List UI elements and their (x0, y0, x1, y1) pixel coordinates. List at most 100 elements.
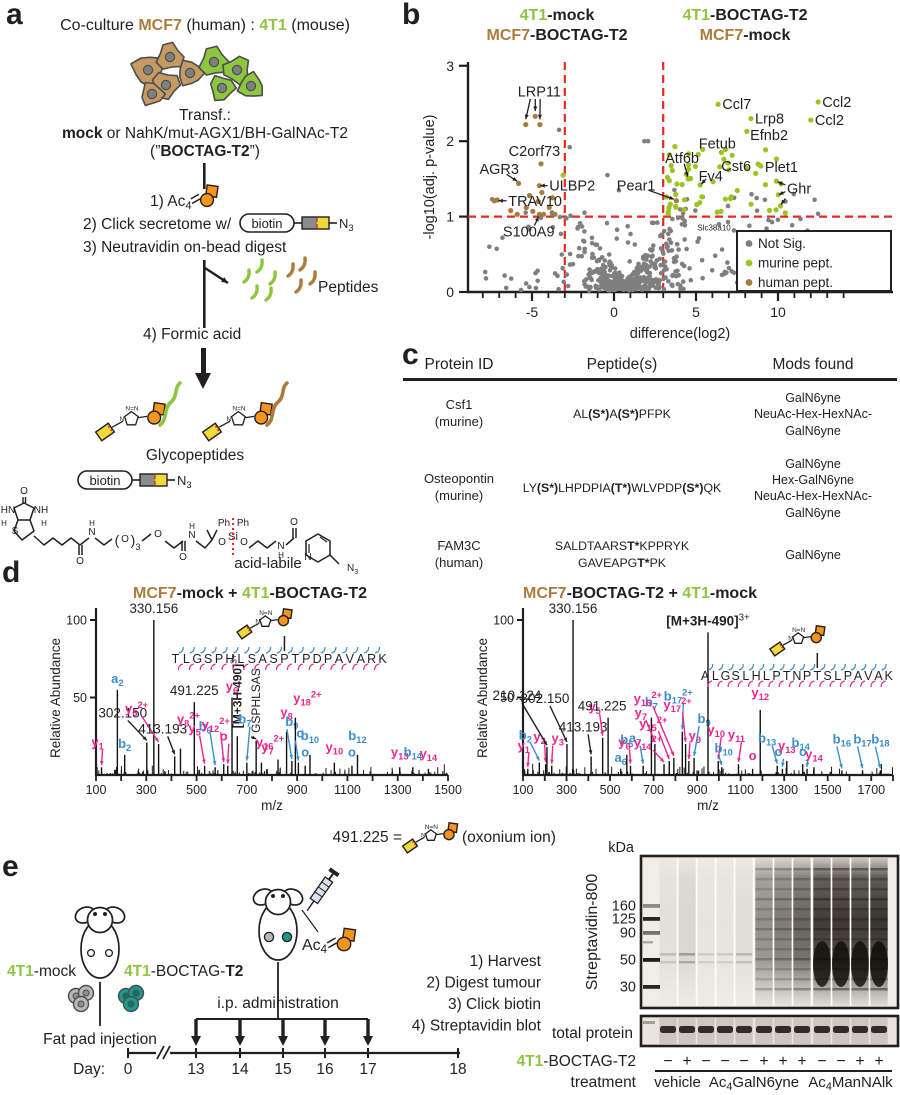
scatter-dot-human (535, 198, 541, 205)
peptides-illustration (242, 256, 317, 302)
peak-label: y1​ (518, 738, 530, 755)
spectrum-title: MCF7-mock + 4T1-BOCTAG-T2 (133, 585, 367, 602)
arrow-head (668, 195, 674, 200)
scatter-dot-murine (666, 152, 672, 158)
scatter-dot-murine (665, 211, 671, 217)
b-ion-mark (255, 646, 261, 654)
shape (317, 886, 326, 893)
scatter-dot-notsig (667, 226, 672, 232)
y-tick-label: 3 (446, 58, 454, 74)
triazole-ring (792, 632, 805, 644)
scatter-dot-murine (782, 210, 788, 216)
human-peptide (286, 262, 295, 278)
shape (436, 833, 444, 836)
bond-chain (33, 535, 81, 546)
shape (191, 198, 201, 205)
sequence-letter: T (292, 652, 300, 666)
shape (412, 840, 415, 844)
arrow-head (737, 757, 741, 763)
scatter-dot-notsig (588, 284, 593, 290)
b-ion-mark (810, 663, 816, 671)
scatter-dot-murine (726, 167, 732, 173)
x-axis-title: m/z (261, 798, 283, 813)
scatter-dot-murine (717, 164, 723, 170)
shape (328, 873, 334, 881)
arrow-head (295, 756, 300, 761)
arrow-head (212, 760, 217, 766)
atom-O: O (290, 517, 298, 528)
arrow-head (684, 171, 689, 177)
mouse-head (86, 906, 114, 934)
sequence-letter: S (823, 669, 831, 683)
atom-N: N (188, 530, 195, 541)
scatter-dot-human (530, 208, 536, 214)
band-texture (793, 928, 811, 931)
table-header-mods: Mods found (772, 356, 854, 373)
scatter-dot-human (523, 204, 529, 211)
arrow-head (805, 762, 810, 767)
dose-arrow-head (191, 1036, 201, 1046)
arrow-line (209, 733, 216, 766)
b-ion-mark (840, 663, 846, 671)
bond-chain (329, 554, 340, 565)
scatter-dot-notsig (649, 248, 654, 253)
scatter-dot-notsig (696, 236, 702, 241)
atom-O: O (76, 556, 84, 567)
bond-chain (141, 533, 152, 542)
arrow-line (286, 728, 293, 760)
sequence-letter: G (192, 652, 202, 666)
sequence-letter: G (721, 669, 731, 683)
sugar-circle (810, 631, 823, 644)
scatter-dot-notsig (634, 275, 639, 281)
ladder-band (643, 958, 660, 962)
b-ion-mark (353, 646, 359, 654)
pyridine-ring (305, 533, 331, 563)
x-tick-label: 700 (236, 783, 257, 797)
band-texture (813, 908, 831, 911)
band-texture (774, 978, 792, 981)
b-ion-mark (189, 646, 195, 654)
shape (245, 415, 255, 419)
atom-Si: Si (228, 531, 238, 543)
tag-rect (201, 422, 223, 442)
dose-arrow-head (320, 1036, 330, 1046)
y-ion-mark (737, 680, 743, 688)
scatter-dot-notsig (670, 216, 675, 222)
scatter-dot-murine (773, 156, 780, 162)
scatter-dot-notsig (560, 266, 565, 271)
band-texture (774, 968, 792, 971)
scatter-dot-notsig (586, 288, 592, 293)
ip-admin-label: i.p. administration (217, 995, 338, 1012)
b-ion-mark (309, 646, 315, 654)
peak-label: y9​ (689, 728, 701, 745)
scatter-dot-notsig (798, 216, 803, 222)
sequence-letter: K (885, 669, 894, 683)
band-texture (851, 898, 869, 901)
x-tick-label: 0 (610, 304, 618, 320)
y-ion-mark (232, 663, 238, 671)
mouse-illustration (74, 906, 126, 979)
mock-tumour-label: 4T1-mock (7, 963, 76, 980)
arrow-head (666, 754, 670, 760)
plus-minus: − (720, 1053, 729, 1070)
peak-label: b6​ (620, 732, 633, 749)
scatter-dot-human (538, 161, 544, 167)
y-ion-mark (254, 663, 260, 671)
scatter-dot-notsig (614, 227, 620, 232)
antibody-label: Streptavidin-800 (584, 874, 601, 991)
band-texture (755, 958, 773, 961)
day-tick-label: 17 (359, 1061, 376, 1078)
bond-chain (79, 537, 90, 546)
peak-label: b7​ (645, 695, 658, 712)
plus-minus: − (739, 1053, 748, 1070)
peak-label: y6​2+​ (125, 700, 149, 718)
total-band (871, 1026, 887, 1033)
syringe-icon (306, 867, 340, 912)
scatter-dot-murine (692, 163, 699, 169)
band-texture (851, 928, 869, 931)
ladder-band (643, 985, 660, 989)
sequence-letter: L (183, 652, 190, 666)
arrow-head (778, 190, 784, 195)
dose-arrow-head (235, 1036, 245, 1046)
sequence-letter: T (172, 652, 180, 666)
